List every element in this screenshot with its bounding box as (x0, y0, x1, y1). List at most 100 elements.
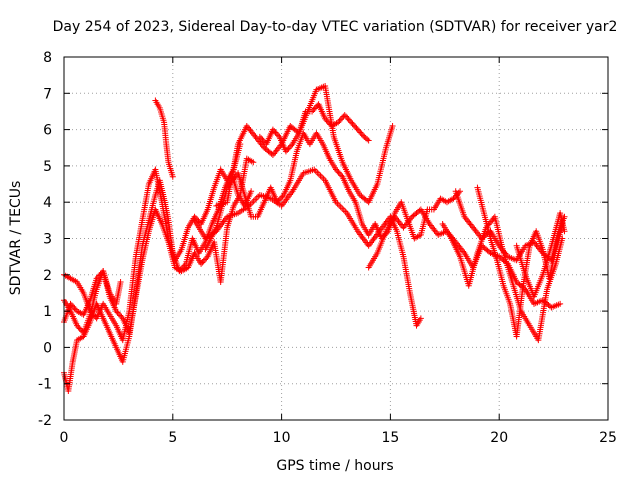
y-tick-label: 6 (43, 123, 52, 139)
y-tick-label: -1 (38, 377, 52, 393)
data-point (248, 188, 255, 195)
data-series (61, 83, 568, 394)
data-point (343, 113, 350, 120)
data-point (117, 279, 124, 286)
data-point (117, 312, 124, 319)
y-tick-label: 8 (43, 50, 52, 66)
data-point (67, 300, 74, 307)
data-point (278, 194, 285, 201)
y-axis-label: SDTVAR / TECUs (8, 181, 24, 296)
data-point (279, 193, 286, 200)
x-tick-label: 25 (599, 430, 617, 446)
data-point (71, 305, 78, 312)
data-point (346, 117, 353, 124)
series-track-6 (202, 130, 464, 253)
data-point (358, 130, 365, 137)
series-track-14 (513, 210, 568, 300)
data-point (93, 275, 100, 282)
data-point (336, 170, 343, 177)
series-track-7 (256, 101, 372, 155)
data-point (561, 228, 568, 235)
x-tick-label: 10 (273, 430, 291, 446)
data-point (198, 260, 205, 267)
series-track-5 (152, 97, 176, 180)
data-point (271, 128, 278, 135)
series-track-8 (213, 83, 396, 209)
x-tick-label: 5 (168, 430, 177, 446)
data-point (273, 130, 280, 137)
data-point (275, 132, 282, 139)
data-point (312, 168, 319, 175)
y-tick-label: 3 (43, 232, 52, 248)
series-track-1 (61, 141, 244, 344)
data-point (357, 129, 364, 136)
y-tick-label: -2 (38, 413, 52, 429)
data-point (352, 123, 359, 130)
data-point (272, 129, 279, 136)
data-point (450, 195, 457, 202)
data-point (337, 203, 344, 210)
axis-ticks: 0 5 10 15 20 25 -2 -1 0 1 2 3 4 5 6 7 8 (38, 50, 617, 446)
data-point (68, 302, 75, 309)
data-point (169, 173, 176, 180)
data-point (97, 271, 104, 278)
data-point (288, 142, 295, 149)
data-point (94, 273, 101, 280)
data-point (255, 193, 262, 200)
series-track-4 (61, 268, 124, 325)
x-tick-label: 0 (60, 430, 69, 446)
data-point (359, 132, 366, 139)
data-point (486, 248, 493, 255)
data-point (282, 148, 289, 155)
data-point (203, 255, 210, 262)
data-point (349, 120, 356, 127)
data-point (356, 128, 363, 135)
data-point (333, 166, 339, 173)
x-tick-label: 20 (490, 430, 508, 446)
data-point (113, 308, 120, 315)
data-point (335, 119, 342, 126)
series-track-9 (191, 166, 424, 329)
data-point (345, 116, 352, 123)
data-point (115, 311, 122, 318)
data-point (339, 205, 346, 212)
data-point (77, 326, 84, 333)
data-point (342, 208, 349, 215)
data-point (285, 145, 292, 152)
data-point (336, 117, 343, 124)
data-point (344, 114, 351, 121)
data-point (557, 300, 564, 307)
data-point (269, 126, 276, 133)
data-point (389, 122, 396, 129)
y-tick-label: 4 (43, 195, 52, 211)
data-point (341, 112, 348, 119)
data-point (337, 116, 344, 123)
data-point (317, 172, 324, 179)
y-tick-label: 1 (43, 304, 52, 320)
grid (64, 57, 608, 420)
data-point (353, 125, 360, 132)
data-point (311, 105, 318, 112)
data-point (74, 322, 81, 329)
data-point (364, 136, 371, 143)
data-point (286, 144, 293, 151)
data-point (252, 196, 259, 203)
x-tick-label: 15 (381, 430, 399, 446)
data-point (354, 126, 361, 133)
data-point (340, 206, 347, 213)
series-track-13 (474, 184, 566, 340)
data-point (118, 313, 125, 320)
data-point (315, 171, 322, 178)
series-track-12 (439, 213, 566, 344)
data-point (312, 104, 319, 111)
data-point (339, 114, 346, 121)
data-point (336, 202, 343, 209)
y-tick-label: 2 (43, 268, 52, 284)
data-point (96, 272, 103, 279)
data-point (416, 207, 423, 214)
data-point (310, 106, 317, 113)
data-point (200, 258, 207, 265)
data-point (350, 122, 357, 129)
data-point (334, 167, 341, 174)
